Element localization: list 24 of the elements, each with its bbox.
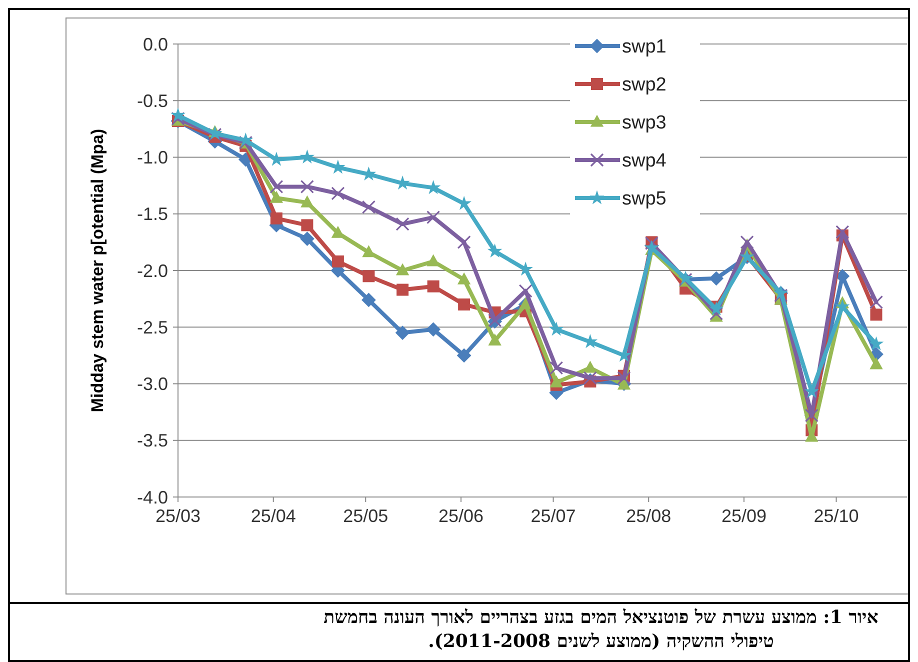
x-tick-label: 25/08 <box>626 506 672 526</box>
y-tick-label: -1.0 <box>136 148 168 168</box>
legend-label: swp1 <box>622 36 666 58</box>
y-tick-label: -0.5 <box>136 90 168 111</box>
text: איור 1: ממוצע עשרת של פוטנציאל המים בגזע בצהריים לאורך העונה בחמשת טיפולי ההשקיה (ממוצע לשנים 2011-2008). <box>10 604 908 660</box>
x-tick-label: 25/07 <box>530 506 576 526</box>
y-tick-label: -2.0 <box>136 260 168 281</box>
x-tick-label: 25/09 <box>721 506 766 526</box>
y-tick-label: -2.5 <box>136 317 168 338</box>
y-axis-title: Midday stem water p[otential (Mpa) <box>88 128 107 412</box>
x-tick-label: 25/04 <box>250 506 296 526</box>
y-tick-label: -3.5 <box>136 430 168 451</box>
legend-label: swp4 <box>622 150 667 172</box>
y-tick-label: -3.0 <box>136 374 168 394</box>
y-tick-label: 0.0 <box>142 34 168 54</box>
legend-label: swp5 <box>622 188 666 210</box>
legend-label: swp3 <box>622 112 666 134</box>
x-tick-label: 25/10 <box>814 506 859 526</box>
legend-label: swp2 <box>622 74 666 96</box>
y-tick-label: -4.0 <box>136 487 168 508</box>
x-tick-label: 25/03 <box>155 506 201 526</box>
x-tick-label: 25/06 <box>438 506 484 526</box>
x-tick-label: 25/05 <box>343 506 388 526</box>
y-tick-label: -1.5 <box>136 204 168 224</box>
